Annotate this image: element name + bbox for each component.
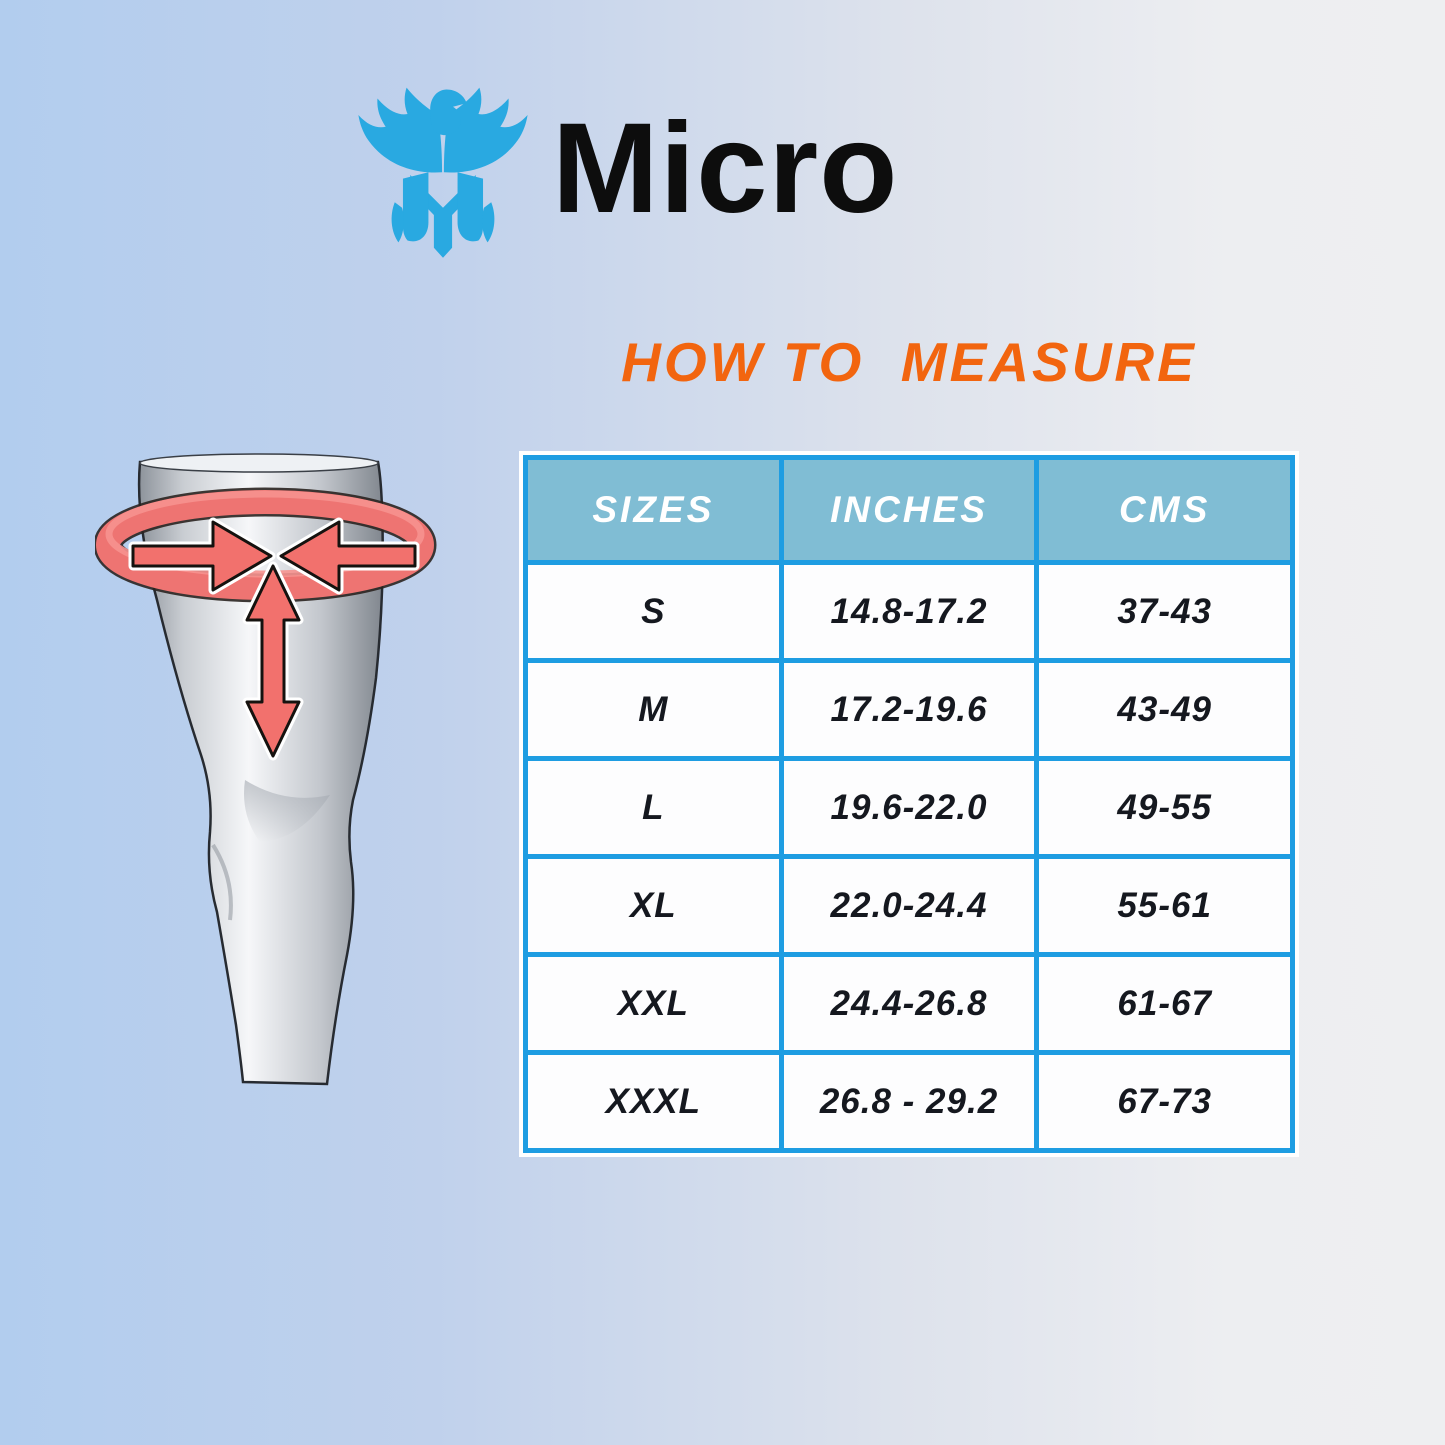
column-header-sizes: SIZES <box>523 455 784 565</box>
size-cell: L <box>523 756 784 859</box>
knee-measurement-illustration <box>95 450 440 1098</box>
table-row: M 17.2-19.6 43-49 <box>523 658 1295 761</box>
table-row: XL 22.0-24.4 55-61 <box>523 854 1295 957</box>
leg-shape <box>137 460 384 1086</box>
inches-cell: 24.4-26.8 <box>778 952 1040 1055</box>
brand-logo: Micro <box>352 84 899 258</box>
size-cell: XXXL <box>523 1050 784 1153</box>
inches-cell: 26.8 - 29.2 <box>778 1050 1040 1153</box>
vertical-arrow <box>242 561 304 761</box>
page-title: HOW TO MEASURE <box>621 331 1197 393</box>
brand-name: Micro <box>552 97 899 240</box>
inches-cell: 22.0-24.4 <box>778 854 1040 957</box>
cms-cell: 55-61 <box>1034 854 1295 957</box>
size-cell: XL <box>523 854 784 957</box>
column-header-inches: INCHES <box>778 455 1040 565</box>
table-header-row: SIZES INCHES CMS <box>523 455 1295 565</box>
right-arrow <box>276 517 420 595</box>
size-chart-table: SIZES INCHES CMS S 14.8-17.2 37-43 M 17.… <box>523 455 1295 1153</box>
column-header-cms: CMS <box>1034 455 1295 565</box>
cms-cell: 37-43 <box>1034 560 1295 663</box>
table-row: XXXL 26.8 - 29.2 67-73 <box>523 1050 1295 1153</box>
size-cell: XXL <box>523 952 784 1055</box>
size-cell: M <box>523 658 784 761</box>
inches-cell: 14.8-17.2 <box>778 560 1040 663</box>
inches-cell: 17.2-19.6 <box>778 658 1040 761</box>
table-row: L 19.6-22.0 49-55 <box>523 756 1295 859</box>
inches-cell: 19.6-22.0 <box>778 756 1040 859</box>
cms-cell: 49-55 <box>1034 756 1295 859</box>
eagle-icon <box>352 84 534 258</box>
left-arrow <box>128 517 276 595</box>
table-row: XXL 24.4-26.8 61-67 <box>523 952 1295 1055</box>
cms-cell: 43-49 <box>1034 658 1295 761</box>
size-cell: S <box>523 560 784 663</box>
cms-cell: 61-67 <box>1034 952 1295 1055</box>
table-row: S 14.8-17.2 37-43 <box>523 560 1295 663</box>
cms-cell: 67-73 <box>1034 1050 1295 1153</box>
